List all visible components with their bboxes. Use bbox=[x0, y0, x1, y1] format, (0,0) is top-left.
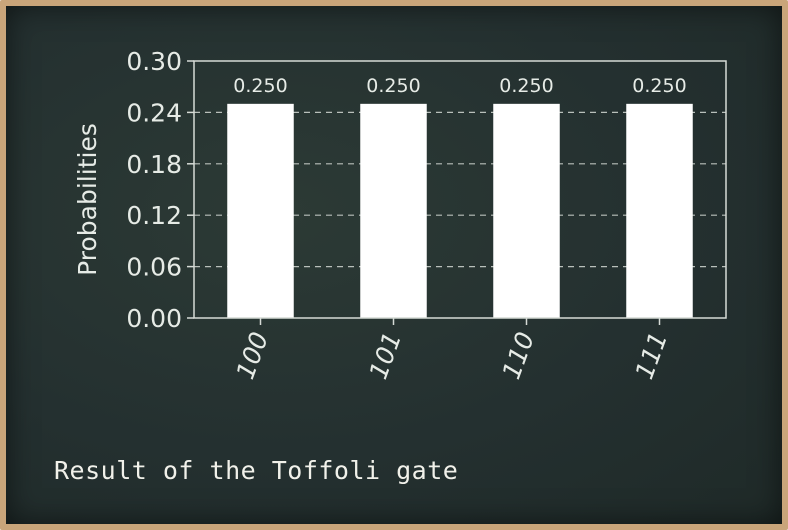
caption: Result of the Toffoli gate bbox=[54, 456, 459, 485]
data-label: 0.250 bbox=[632, 75, 686, 97]
bar-111 bbox=[626, 103, 693, 318]
plot-frame bbox=[193, 60, 727, 319]
y-axis-label: Probabilities bbox=[73, 123, 102, 276]
y-tick-label: 0.24 bbox=[126, 98, 182, 127]
x-ticks: 100 101 110 111 bbox=[231, 318, 674, 383]
y-tick-label: 0.12 bbox=[126, 201, 182, 230]
y-tick-label: 0.06 bbox=[126, 253, 182, 282]
x-tick-label: 101 bbox=[364, 328, 408, 383]
x-tick-label: 111 bbox=[630, 328, 674, 383]
y-ticks: 0.00 0.06 0.12 0.18 0.24 0.30 bbox=[126, 47, 194, 333]
bar-chart: 0.00 0.06 0.12 0.18 0.24 0.30 100 101 110 111 0.… bbox=[73, 47, 727, 383]
x-tick-label: 100 bbox=[231, 328, 275, 383]
x-tick-label: 110 bbox=[497, 328, 541, 383]
bar-101 bbox=[360, 103, 427, 318]
y-tick-label: 0.30 bbox=[126, 47, 182, 76]
data-label: 0.250 bbox=[233, 75, 287, 97]
data-label: 0.250 bbox=[499, 75, 553, 97]
bar-110 bbox=[493, 103, 560, 318]
bar-100 bbox=[227, 103, 294, 318]
y-tick-label: 0.00 bbox=[126, 304, 182, 333]
y-tick-label: 0.18 bbox=[126, 150, 182, 179]
data-labels: 0.250 0.250 0.250 0.250 bbox=[233, 75, 686, 97]
data-label: 0.250 bbox=[366, 75, 420, 97]
bars bbox=[227, 103, 693, 318]
